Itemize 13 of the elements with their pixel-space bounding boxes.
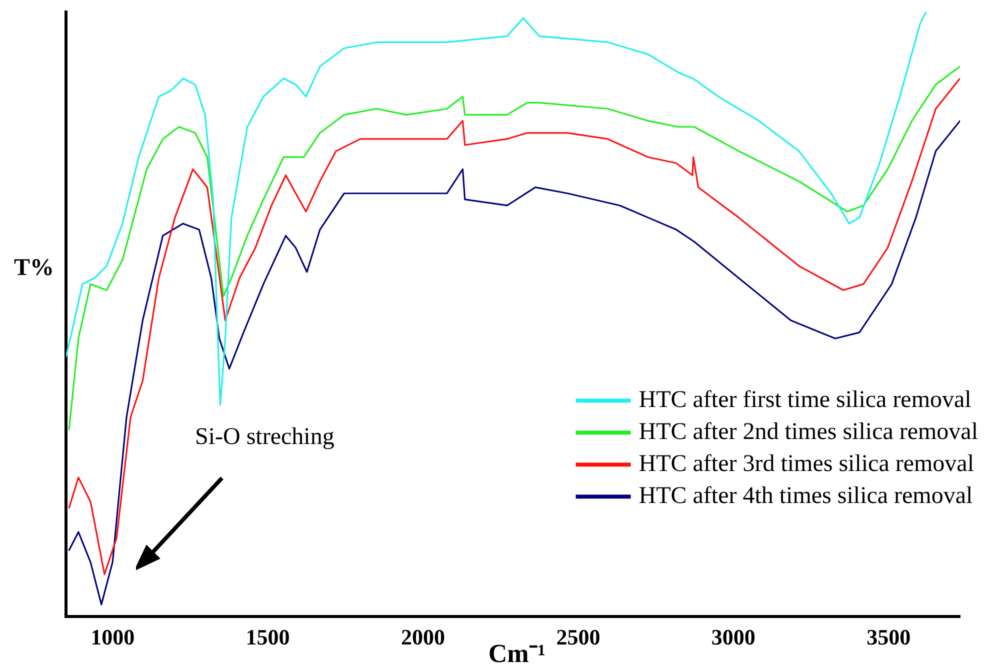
legend-label: HTC after 4th times silica removal	[638, 482, 973, 509]
annotation: Si-O streching	[195, 424, 334, 451]
x-tick-label: 1500	[246, 624, 290, 650]
x-axis-title: Cm⁻¹	[488, 639, 546, 665]
x-tick-label: 1000	[90, 624, 135, 650]
y-axis-title: T%	[14, 255, 54, 282]
legend-label: HTC after first time silica removal	[638, 386, 972, 413]
x-tick-label: 2000	[400, 624, 445, 650]
legend-label: HTC after 2nd times silica removal	[638, 418, 978, 445]
x-tick-label: 2500	[556, 624, 600, 650]
x-tick-label: 3500	[866, 624, 911, 650]
legend-label: HTC after 3rd times silica removal	[638, 450, 974, 477]
x-tick-label: 3000	[711, 624, 756, 650]
